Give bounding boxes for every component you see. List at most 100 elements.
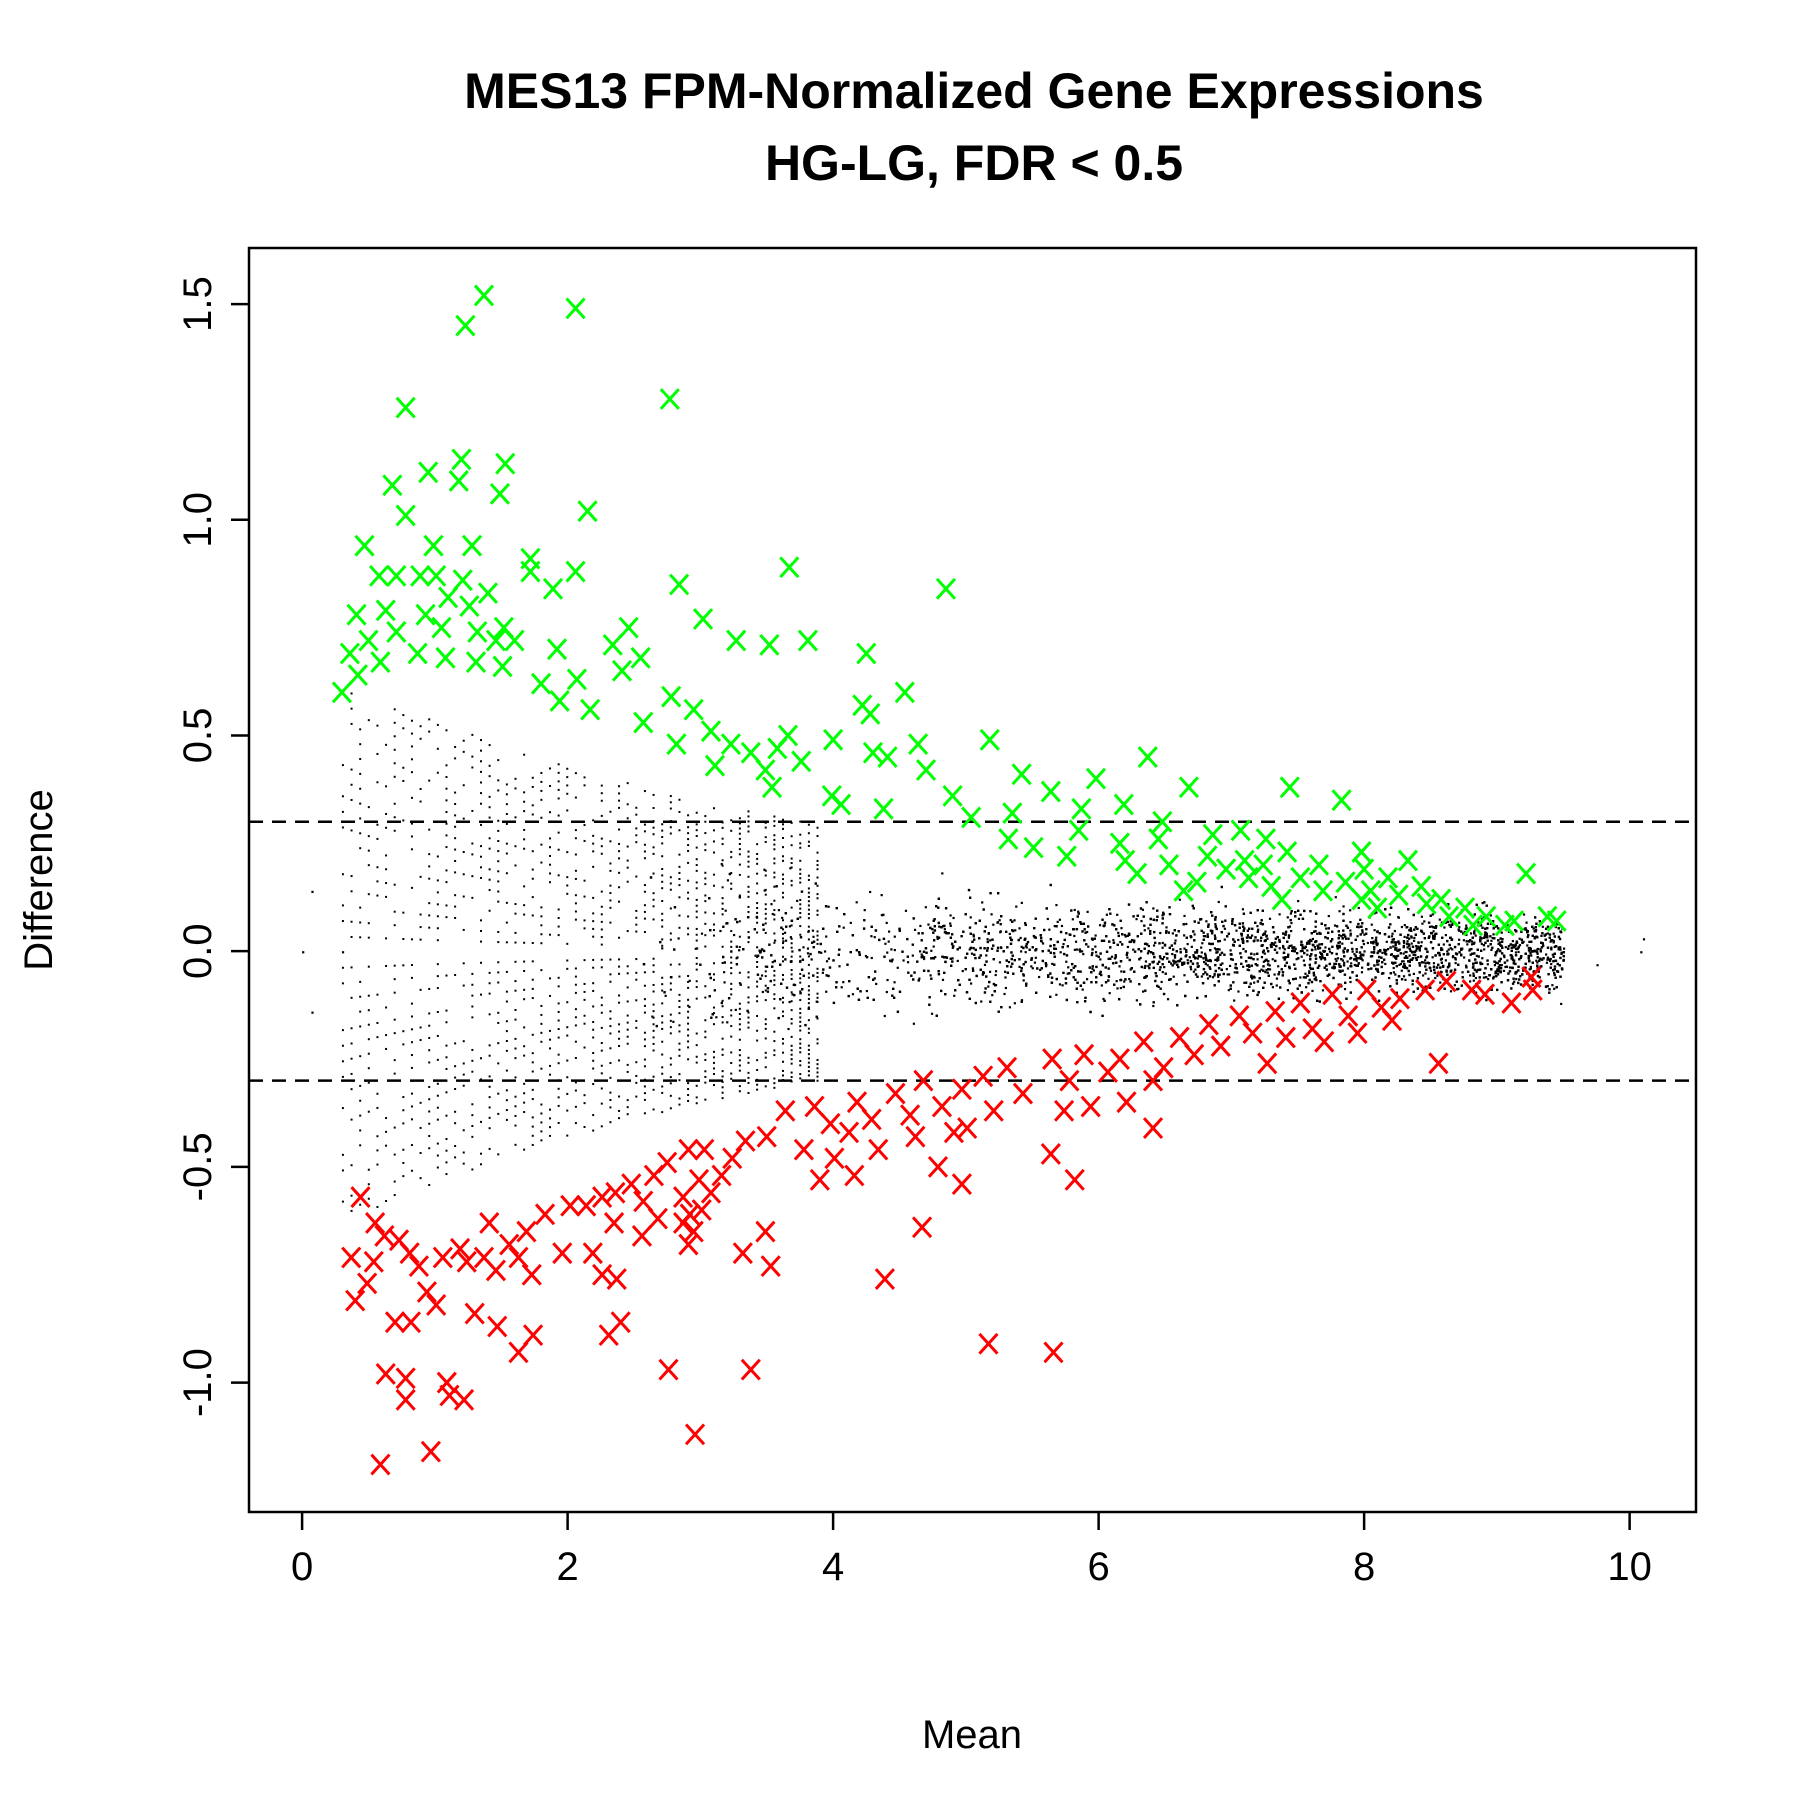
background-point [1218, 948, 1221, 951]
background-point [672, 1020, 675, 1023]
background-point [1278, 940, 1281, 943]
background-point [1115, 961, 1118, 964]
background-point [1444, 933, 1447, 937]
background-point [1506, 959, 1509, 962]
background-point [1168, 960, 1171, 963]
background-point [1020, 999, 1024, 1002]
background-point [1192, 954, 1195, 957]
background-point [1382, 972, 1385, 975]
background-point [1065, 932, 1068, 935]
background-point [996, 946, 1000, 950]
background-point [1536, 964, 1539, 967]
background-point [1527, 946, 1530, 950]
background-point [1171, 948, 1175, 951]
background-point [1028, 948, 1031, 951]
background-point [1420, 915, 1423, 918]
background-point [1449, 925, 1452, 928]
background-point [983, 930, 986, 933]
background-point [1033, 935, 1036, 939]
background-point [1407, 969, 1410, 973]
background-point [1065, 954, 1069, 957]
background-point [1282, 936, 1285, 940]
background-point [992, 958, 995, 961]
background-point [971, 967, 975, 970]
background-point [723, 961, 726, 964]
background-point [1554, 945, 1558, 948]
chart-title-line-1: MES13 FPM-Normalized Gene Expressions [464, 63, 1484, 119]
background-point [1262, 986, 1265, 989]
background-point [1321, 956, 1324, 959]
background-point [763, 889, 766, 892]
background-point [1310, 932, 1313, 935]
background-point [1321, 989, 1325, 992]
background-point [1331, 945, 1334, 948]
background-point [1437, 963, 1440, 966]
background-point [1252, 939, 1256, 943]
background-point [1055, 925, 1058, 928]
background-point [1484, 931, 1487, 934]
background-point [1392, 945, 1395, 948]
background-point [1237, 990, 1240, 993]
background-point [1357, 906, 1360, 910]
background-point [1214, 969, 1217, 973]
background-point [1129, 968, 1132, 971]
background-point [1363, 950, 1366, 953]
background-point [1437, 951, 1440, 955]
background-point [726, 922, 729, 925]
background-point [1287, 946, 1290, 950]
background-point [1066, 972, 1069, 975]
background-point [1544, 985, 1548, 988]
background-point [1413, 939, 1416, 942]
background-point [864, 954, 868, 958]
background-point [1424, 947, 1427, 950]
background-point [937, 973, 941, 976]
background-point [1162, 913, 1165, 916]
background-point [735, 957, 738, 960]
background-point [1091, 965, 1094, 968]
background-point [1531, 983, 1534, 987]
background-point [789, 867, 792, 870]
background-point [1403, 964, 1406, 968]
background-point [1119, 919, 1122, 922]
background-point [1284, 933, 1287, 936]
background-point [1481, 957, 1484, 960]
background-point [1354, 938, 1357, 941]
background-point [1192, 907, 1195, 910]
background-point [1107, 957, 1110, 961]
background-point [1300, 940, 1303, 943]
background-point [1183, 914, 1186, 918]
background-point [1553, 987, 1556, 990]
background-point [1022, 979, 1025, 982]
background-point [1147, 944, 1150, 948]
background-point [708, 995, 711, 998]
background-point [768, 943, 771, 946]
background-point [1416, 987, 1419, 990]
background-point [788, 1000, 791, 1004]
background-point [1370, 951, 1373, 954]
background-point [1528, 950, 1531, 953]
background-point [1403, 935, 1406, 939]
background-point [1418, 946, 1421, 950]
background-point [1343, 955, 1346, 958]
background-point [1506, 979, 1510, 982]
background-point [1474, 976, 1478, 980]
background-point [1526, 944, 1529, 947]
background-point [1063, 938, 1066, 942]
background-point [1514, 962, 1517, 966]
background-point [788, 925, 792, 928]
background-point [1197, 955, 1201, 958]
background-point [1205, 920, 1208, 923]
background-point [1517, 969, 1520, 972]
background-point [1446, 950, 1449, 953]
background-point [1426, 950, 1429, 953]
background-point [1418, 962, 1421, 965]
background-point [1281, 971, 1285, 974]
background-point [1514, 972, 1517, 975]
background-point [806, 952, 810, 955]
background-point [967, 888, 971, 892]
background-point [1174, 960, 1177, 963]
background-point [1161, 941, 1164, 945]
background-point [1423, 920, 1426, 923]
background-point [747, 916, 750, 919]
background-point [1480, 942, 1483, 945]
